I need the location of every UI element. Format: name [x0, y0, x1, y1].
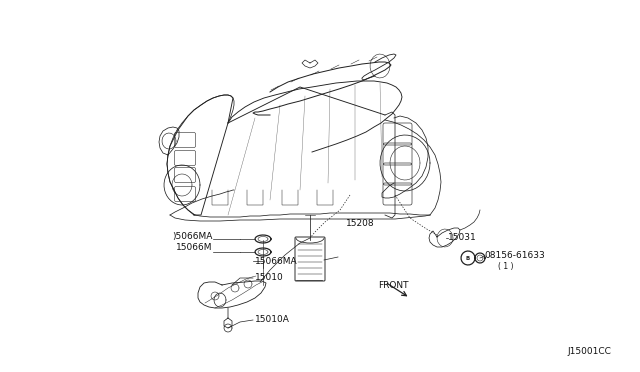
Text: 15066MA: 15066MA	[255, 257, 298, 266]
Text: J15001CC: J15001CC	[567, 347, 611, 356]
Text: 15010: 15010	[255, 273, 284, 282]
Text: 15066M: 15066M	[176, 244, 212, 253]
Text: FRONT: FRONT	[378, 280, 408, 289]
Text: 15208: 15208	[346, 219, 374, 228]
Text: 15031: 15031	[448, 234, 477, 243]
Text: ( 1 ): ( 1 )	[498, 263, 513, 272]
Text: )5066MA: )5066MA	[172, 232, 212, 241]
Text: 08156-61633: 08156-61633	[484, 251, 545, 260]
Text: 15010A: 15010A	[255, 315, 290, 324]
Text: B: B	[466, 256, 470, 260]
